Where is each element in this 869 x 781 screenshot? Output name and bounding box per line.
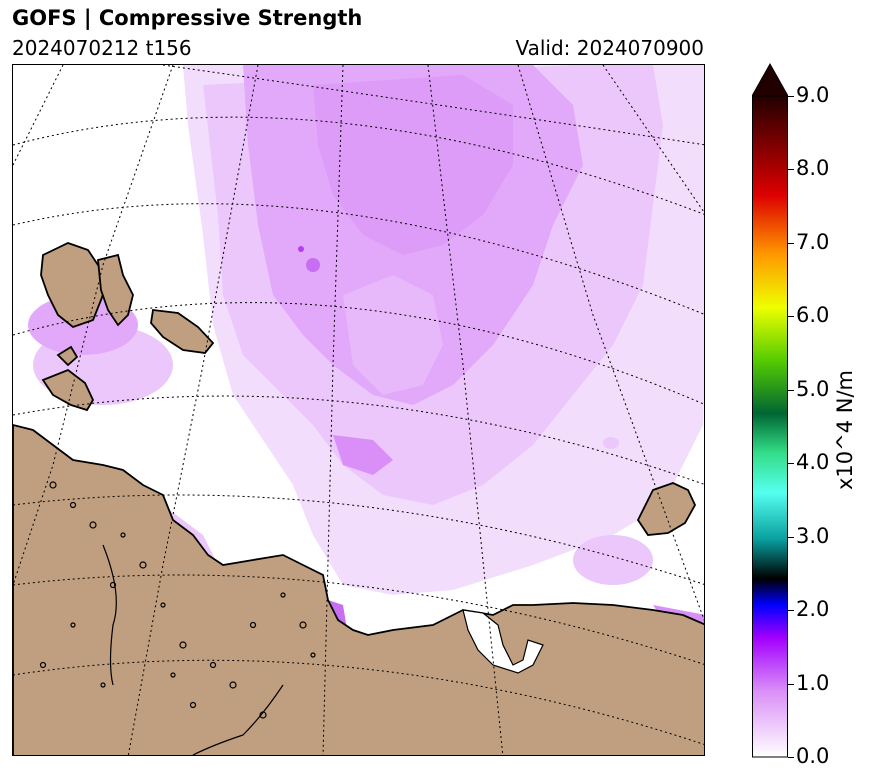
graticule [13, 65, 704, 755]
colorbar-tick-mark [788, 536, 794, 538]
colorbar-extend-arrow [752, 62, 788, 97]
colorbar-tick-mark [788, 683, 794, 685]
colorbar-tick-mark [788, 96, 794, 97]
lakes [39, 481, 316, 755]
colorbar-tick-label: 7.0 [796, 229, 830, 254]
colorbar-tick-mark [788, 610, 794, 612]
colorbar-tick-label: 4.0 [796, 450, 830, 475]
colorbar-tick-label: 8.0 [796, 156, 830, 181]
map-panel [12, 64, 705, 756]
run-label: 2024070212 t156 [12, 36, 192, 60]
colorbar-tick-mark [788, 242, 794, 244]
colorbar-label: x10^4 N/m [833, 369, 857, 491]
colorbar-tick-mark [788, 463, 794, 465]
colorbar-tick-label: 2.0 [796, 597, 830, 622]
colorbar-tick-label: 6.0 [796, 303, 830, 328]
land [13, 242, 704, 755]
colorbar-tick-mark [788, 389, 794, 391]
valid-label: Valid: 2024070900 [515, 36, 704, 60]
colorbar-tick-label: 5.0 [796, 376, 830, 401]
colorbar-gradient [752, 95, 788, 758]
colorbar-tick-mark [788, 316, 794, 318]
colorbar-tick-label: 1.0 [796, 670, 830, 695]
map-canvas [13, 65, 704, 755]
colorbar-tick-mark [788, 757, 794, 758]
chart-title: GOFS | Compressive Strength [12, 6, 363, 30]
colorbar-tick-label: 3.0 [796, 523, 830, 548]
colorbar-tick-label: 0.0 [796, 744, 830, 768]
colorbar-tick-mark [788, 169, 794, 171]
colorbar-tick-label: 9.0 [796, 83, 830, 107]
colorbar [752, 62, 788, 758]
